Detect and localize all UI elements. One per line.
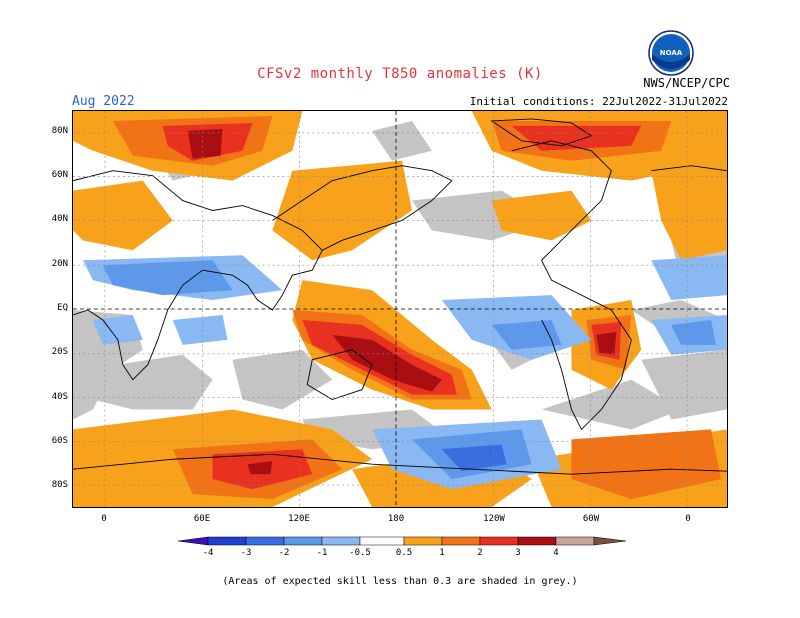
lon-label: 60E bbox=[193, 514, 211, 524]
chart-title: CFSv2 monthly T850 anomalies (K) bbox=[257, 66, 543, 82]
colorbar-label: -1 bbox=[316, 548, 328, 558]
colorbar-label: 1 bbox=[439, 548, 445, 558]
forecast-month: Aug 2022 bbox=[72, 94, 135, 109]
warm-anomaly-3 bbox=[187, 128, 617, 475]
lat-label: 60S bbox=[51, 436, 68, 446]
anomaly-map bbox=[72, 110, 728, 508]
cool-anomaly-2 bbox=[441, 444, 507, 472]
noaa-logo-text: NOAA bbox=[660, 49, 683, 57]
colorbar-label: 0.5 bbox=[395, 548, 413, 558]
lon-label: 0 bbox=[685, 514, 691, 524]
lat-label: 20S bbox=[51, 347, 68, 357]
colorbar-label: 2 bbox=[477, 548, 483, 558]
colorbar-label: -4 bbox=[202, 548, 214, 558]
coastlines bbox=[73, 118, 727, 475]
colorbar-label: -3 bbox=[240, 548, 252, 558]
lon-label: 120E bbox=[288, 514, 310, 524]
colorbar-label: -2 bbox=[278, 548, 290, 558]
lat-label: 40N bbox=[51, 214, 68, 224]
colorbar-label: 3 bbox=[515, 548, 521, 558]
lat-label: 80S bbox=[51, 480, 68, 490]
lat-label: 20N bbox=[51, 259, 68, 269]
lon-label: 180 bbox=[387, 514, 405, 524]
agency-label: NWS/NCEP/CPC bbox=[643, 76, 730, 90]
colorbar-label: 4 bbox=[553, 548, 559, 558]
reference-lines bbox=[73, 111, 727, 507]
lat-label: 80N bbox=[51, 126, 68, 136]
skill-footnote: (Areas of expected skill less than 0.3 a… bbox=[222, 576, 578, 587]
colorbar-label: -0.5 bbox=[349, 548, 371, 558]
lat-label: 60N bbox=[51, 170, 68, 180]
noaa-logo: NOAA bbox=[648, 30, 694, 76]
initial-conditions: Initial conditions: 22Jul2022-31Jul2022 bbox=[469, 95, 728, 108]
lon-label: 0 bbox=[101, 514, 107, 524]
lat-label: 40S bbox=[51, 392, 68, 402]
lon-label: 60W bbox=[582, 514, 600, 524]
lat-label: EQ bbox=[57, 303, 68, 313]
graticule bbox=[73, 111, 727, 507]
lon-label: 120W bbox=[483, 514, 505, 524]
colorbar bbox=[178, 536, 626, 546]
